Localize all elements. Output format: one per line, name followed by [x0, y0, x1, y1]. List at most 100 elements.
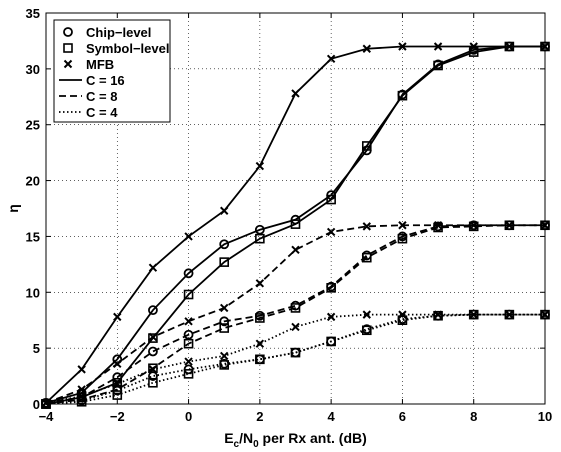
data-point-square	[219, 360, 230, 370]
y-tick-label: 5	[33, 341, 40, 356]
data-point-square	[183, 338, 194, 349]
x-tick-label: −2	[110, 409, 125, 424]
ticks: −4 −2 0 2 4 6 8 10 0 5 10 15 20 25 30 35	[26, 6, 553, 424]
data-point-square	[219, 323, 230, 333]
data-point-square	[468, 309, 479, 320]
x-tick-label: 10	[538, 409, 552, 424]
data-point-x	[326, 227, 336, 237]
data-point-x	[148, 263, 158, 272]
data-point-square	[255, 233, 265, 244]
data-point-square	[504, 220, 515, 231]
data-point-x	[113, 359, 122, 368]
series-c4-symbol-level	[41, 309, 550, 409]
y-tick-label: 35	[26, 6, 40, 21]
x-axis-label-part: E	[224, 430, 233, 446]
data-point-square	[183, 369, 194, 379]
series-c16-mfb	[41, 42, 550, 408]
data-point-x	[220, 351, 229, 361]
x-axis-label: Ec/N0 per Rx ant. (dB)	[224, 430, 367, 450]
data-point-square	[326, 283, 336, 293]
data-point-square	[397, 315, 408, 326]
data-point-square	[361, 325, 372, 336]
x-axis-label-part: per Rx ant. (dB)	[259, 430, 367, 446]
data-point-square	[290, 347, 301, 358]
y-tick-label: 0	[33, 397, 40, 412]
data-point-circle	[183, 329, 194, 340]
data-point-x	[362, 44, 371, 53]
data-point-square	[219, 257, 230, 267]
x-axis-label-part: 0	[253, 439, 259, 450]
series-line	[45, 224, 545, 404]
data-point-square	[468, 47, 479, 57]
data-point-square	[433, 60, 443, 71]
data-point-square	[255, 354, 265, 365]
data-point-x	[220, 206, 229, 215]
legend-box	[53, 19, 171, 123]
data-point-x	[326, 312, 336, 322]
data-point-square	[290, 303, 301, 313]
x-tick-label: 8	[470, 409, 477, 424]
series-line	[45, 313, 545, 405]
plot-frame	[45, 12, 546, 405]
legend-marker-x	[63, 59, 73, 69]
data-point-square	[397, 233, 408, 244]
data-point-circle	[148, 346, 158, 357]
data-point-circle	[254, 224, 265, 235]
data-point-square	[433, 310, 443, 321]
y-axis-label: η	[5, 204, 21, 213]
legend-marker-circle	[63, 27, 73, 37]
x-tick-label: 2	[256, 409, 263, 424]
data-point-circle	[148, 371, 158, 381]
data-point-square	[361, 141, 372, 151]
data-point-square	[148, 377, 158, 388]
x-tick-label: 6	[399, 409, 406, 424]
data-point-square	[504, 41, 515, 52]
data-point-square	[397, 90, 408, 101]
data-point-square	[148, 333, 158, 343]
legend-label: C = 16	[86, 73, 125, 88]
data-point-x	[77, 365, 86, 374]
legend-label: C = 4	[86, 105, 118, 120]
data-point-circle	[219, 316, 230, 327]
data-point-circle	[219, 239, 230, 250]
data-point-x	[433, 42, 443, 51]
data-point-x	[113, 312, 122, 322]
data-point-x	[362, 310, 371, 319]
data-point-square	[326, 336, 336, 347]
data-point-x	[255, 339, 265, 348]
data-point-x	[255, 161, 265, 171]
data-point-square	[255, 313, 265, 323]
legend-marker-square	[63, 43, 73, 53]
data-point-x	[148, 332, 158, 342]
legend-label: MFB	[86, 57, 114, 72]
data-point-x	[220, 303, 229, 313]
data-point-x	[77, 385, 86, 394]
data-point-square	[326, 194, 336, 205]
data-point-x	[291, 245, 300, 255]
x-axis-label-part: /N	[239, 430, 253, 446]
legend-label: Symbol−level	[86, 41, 169, 56]
data-point-square	[504, 309, 515, 320]
y-tick-label: 25	[26, 118, 40, 133]
data-point-circle	[183, 268, 194, 279]
data-point-x	[362, 222, 371, 231]
x-axis-label-part: c	[234, 439, 240, 450]
data-point-circle	[148, 305, 158, 316]
y-tick-label: 20	[26, 174, 40, 189]
x-tick-label: 0	[185, 409, 192, 424]
data-point-x	[398, 221, 407, 230]
data-point-x	[184, 317, 193, 326]
data-point-x	[184, 357, 193, 366]
y-tick-label: 10	[26, 285, 40, 300]
data-point-x	[291, 322, 300, 332]
x-tick-label: −4	[39, 409, 55, 424]
series-line	[45, 224, 545, 404]
y-tick-label: 15	[26, 229, 40, 244]
data-point-x	[113, 379, 122, 389]
data-point-x	[184, 232, 193, 241]
data-point-square	[468, 221, 479, 232]
data-point-x	[326, 54, 336, 64]
data-point-square	[183, 289, 194, 300]
